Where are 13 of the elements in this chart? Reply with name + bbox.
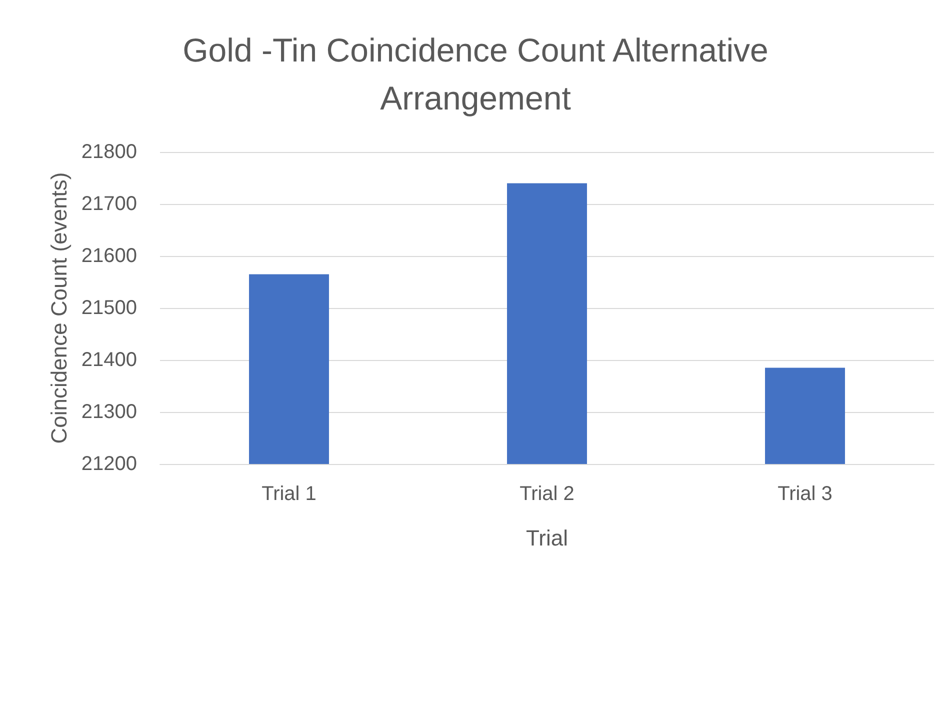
x-axis-title: Trial (526, 526, 568, 550)
y-tick-label: 21200 (81, 453, 137, 475)
x-tick-label: Trial 1 (262, 483, 316, 505)
x-tick-label: Trial 3 (778, 483, 832, 505)
y-tick-label: 21400 (81, 349, 137, 371)
y-tick-label: 21600 (81, 245, 137, 267)
y-tick-label: 21500 (81, 297, 137, 319)
x-tick-label: Trial 2 (520, 483, 574, 505)
y-tick-label: 21700 (81, 193, 137, 215)
y-tick-label: 21300 (81, 401, 137, 423)
chart-title: Gold -Tin Coincidence Count Alternative Arrangement (182, 32, 768, 116)
y-axis-title: Coincidence Count (events) (46, 172, 72, 444)
y-tick-label: 21800 (81, 141, 137, 163)
